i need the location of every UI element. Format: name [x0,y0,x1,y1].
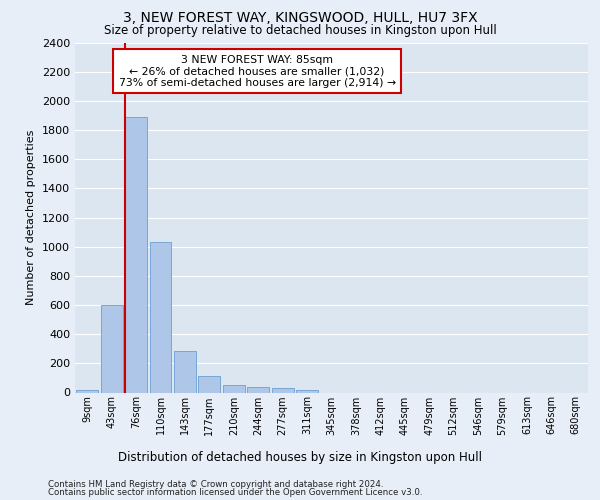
Bar [101,305,122,392]
Bar [272,388,293,392]
Text: 3 NEW FOREST WAY: 85sqm
← 26% of detached houses are smaller (1,032)
73% of semi: 3 NEW FOREST WAY: 85sqm ← 26% of detache… [119,55,395,88]
Text: Distribution of detached houses by size in Kingston upon Hull: Distribution of detached houses by size … [118,451,482,464]
Bar [199,376,220,392]
Bar [223,385,245,392]
Bar [149,242,172,392]
Text: Contains public sector information licensed under the Open Government Licence v3: Contains public sector information licen… [48,488,422,497]
Bar [247,386,269,392]
Text: Contains HM Land Registry data © Crown copyright and database right 2024.: Contains HM Land Registry data © Crown c… [48,480,383,489]
Y-axis label: Number of detached properties: Number of detached properties [26,130,37,305]
Bar [174,351,196,393]
Bar [125,117,147,392]
Bar [296,390,318,392]
Text: Size of property relative to detached houses in Kingston upon Hull: Size of property relative to detached ho… [104,24,496,37]
Bar [76,390,98,392]
Text: 3, NEW FOREST WAY, KINGSWOOD, HULL, HU7 3FX: 3, NEW FOREST WAY, KINGSWOOD, HULL, HU7 … [122,11,478,25]
